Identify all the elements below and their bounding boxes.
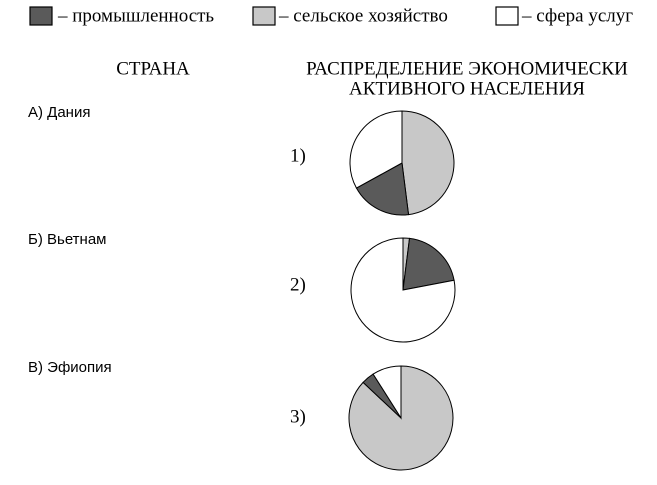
pie-slice	[372, 365, 402, 420]
legend-label: – сельское хозяйство	[278, 5, 448, 26]
country-label: В) Эфиопия	[28, 359, 112, 376]
country-label: Б) Вьетнам	[28, 231, 106, 248]
legend-swatch	[252, 6, 276, 26]
column-header: АКТИВНОГО НАСЕЛЕНИЯ	[349, 78, 585, 99]
column-header: СТРАНА	[116, 58, 190, 79]
pie-slice	[350, 237, 456, 343]
pie-slice	[349, 110, 403, 189]
pie-slice	[355, 162, 410, 216]
pie-label: 2)	[290, 274, 306, 295]
pie-slice	[402, 237, 455, 291]
legend-swatch	[29, 6, 53, 26]
column-header: РАСПРЕДЕЛЕНИЕ ЭКОНОМИЧЕСКИ	[306, 58, 628, 79]
legend-swatch	[495, 6, 519, 26]
pie-label: 3)	[290, 406, 306, 427]
legend-label: – сфера услуг	[521, 5, 633, 26]
legend-label: – промышленность	[57, 5, 214, 26]
pie-label: 1)	[290, 145, 306, 166]
pie-slice	[401, 110, 455, 216]
country-label: А) Дания	[28, 104, 90, 121]
